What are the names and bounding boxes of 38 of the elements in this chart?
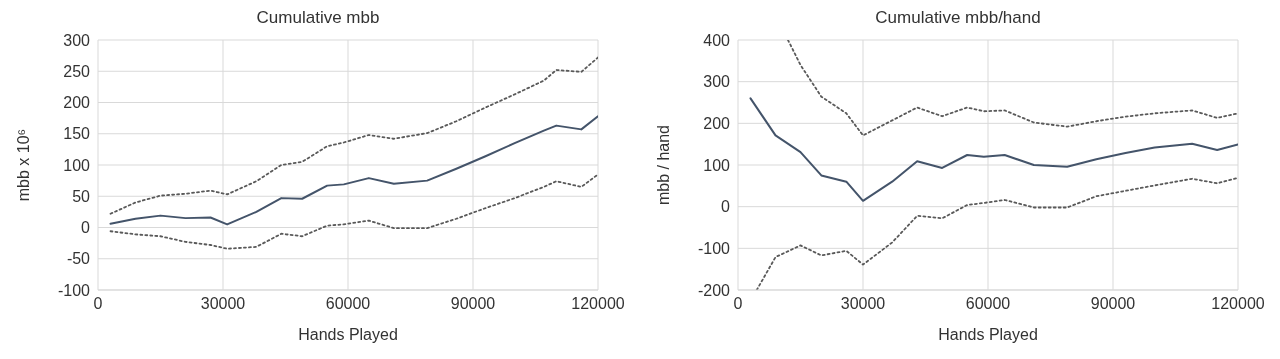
- x-tick-label: 90000: [450, 295, 496, 313]
- y-tick-label: 0: [81, 219, 91, 237]
- y-tick-label: 300: [703, 73, 731, 91]
- y-tick-label: 200: [63, 94, 91, 112]
- y-tick-label: 400: [703, 31, 731, 49]
- x-tick-label: 120000: [571, 295, 625, 313]
- line-series: [749, 97, 1238, 202]
- x-tick-label: 30000: [840, 295, 886, 313]
- x-tick-label: 60000: [965, 295, 1011, 313]
- x-tick-label: 30000: [200, 295, 246, 313]
- y-tick-label: 50: [72, 187, 91, 205]
- y-tick-label: 200: [703, 115, 731, 133]
- y-axis-title: mbb / hand: [654, 124, 672, 206]
- y-tick-label: -200: [697, 281, 731, 299]
- line-series: [109, 173, 598, 250]
- line-series: [755, 177, 1238, 290]
- y-tick-label: 250: [63, 62, 91, 80]
- x-tick-label: 0: [93, 295, 103, 313]
- y-tick-label: -100: [697, 240, 731, 258]
- line-series: [787, 40, 1238, 137]
- y-tick-label: 100: [63, 156, 91, 174]
- chart-title: Cumulative mbb/hand: [874, 8, 1042, 29]
- line-series: [109, 115, 598, 226]
- y-tick-label: 0: [721, 198, 731, 216]
- x-tick-label: 0: [733, 295, 743, 313]
- y-tick-label: -100: [57, 281, 91, 299]
- y-axis-title: mbb x 10⁶: [14, 128, 32, 202]
- y-tick-label: 100: [703, 156, 731, 174]
- y-tick-label: 300: [63, 31, 91, 49]
- x-axis-title: Hands Played: [938, 326, 1038, 343]
- x-tick-label: 120000: [1211, 295, 1265, 313]
- chart-title: Cumulative mbb: [255, 8, 381, 29]
- y-tick-label: -50: [66, 250, 91, 268]
- x-axis-title: Hands Played: [298, 326, 398, 343]
- y-tick-label: 150: [63, 125, 91, 143]
- x-tick-label: 90000: [1090, 295, 1136, 313]
- x-tick-label: 60000: [325, 295, 371, 313]
- line-series: [109, 56, 598, 215]
